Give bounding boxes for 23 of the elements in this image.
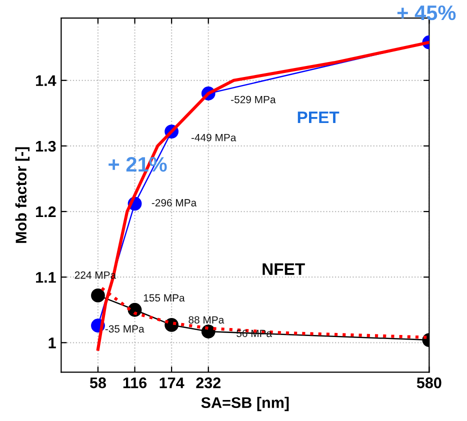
annotation: -296 MPa: [152, 199, 197, 206]
y-tick-label: 1.2: [36, 206, 56, 218]
annotation: -449 MPa: [191, 134, 236, 142]
y-axis-title: Mob factor [-]: [15, 147, 30, 243]
annotation: + 45%: [397, 5, 456, 20]
y-tick-label: 1.1: [36, 272, 56, 283]
y-tick-label: 1: [48, 338, 56, 348]
x-tick-label: 58: [90, 377, 106, 388]
annotation: -529 MPa: [231, 96, 276, 104]
point: [91, 288, 105, 302]
x-tick-label: 232: [196, 377, 221, 388]
annotation: 155 MPa: [144, 294, 185, 302]
annotation: -35 MPa: [105, 325, 144, 333]
text: PFET: [298, 112, 340, 124]
x-tick-label: 116: [123, 377, 147, 388]
point: [201, 324, 216, 338]
x-axis-title: SA=SB [nm]: [201, 396, 289, 412]
y-tick-label: 1.3: [36, 140, 56, 152]
x-tick-label: 174: [160, 378, 184, 388]
x-tick-label: 580: [416, 377, 442, 388]
text: NFET: [262, 263, 305, 275]
y-tick-label: 1.4: [36, 75, 56, 86]
annotation: 88 MPa: [188, 316, 224, 324]
